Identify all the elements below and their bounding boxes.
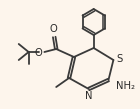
Text: S: S: [116, 54, 123, 64]
Text: NH₂: NH₂: [116, 81, 135, 91]
Text: O: O: [49, 24, 57, 34]
Text: N: N: [85, 91, 93, 101]
Text: O: O: [35, 48, 42, 58]
